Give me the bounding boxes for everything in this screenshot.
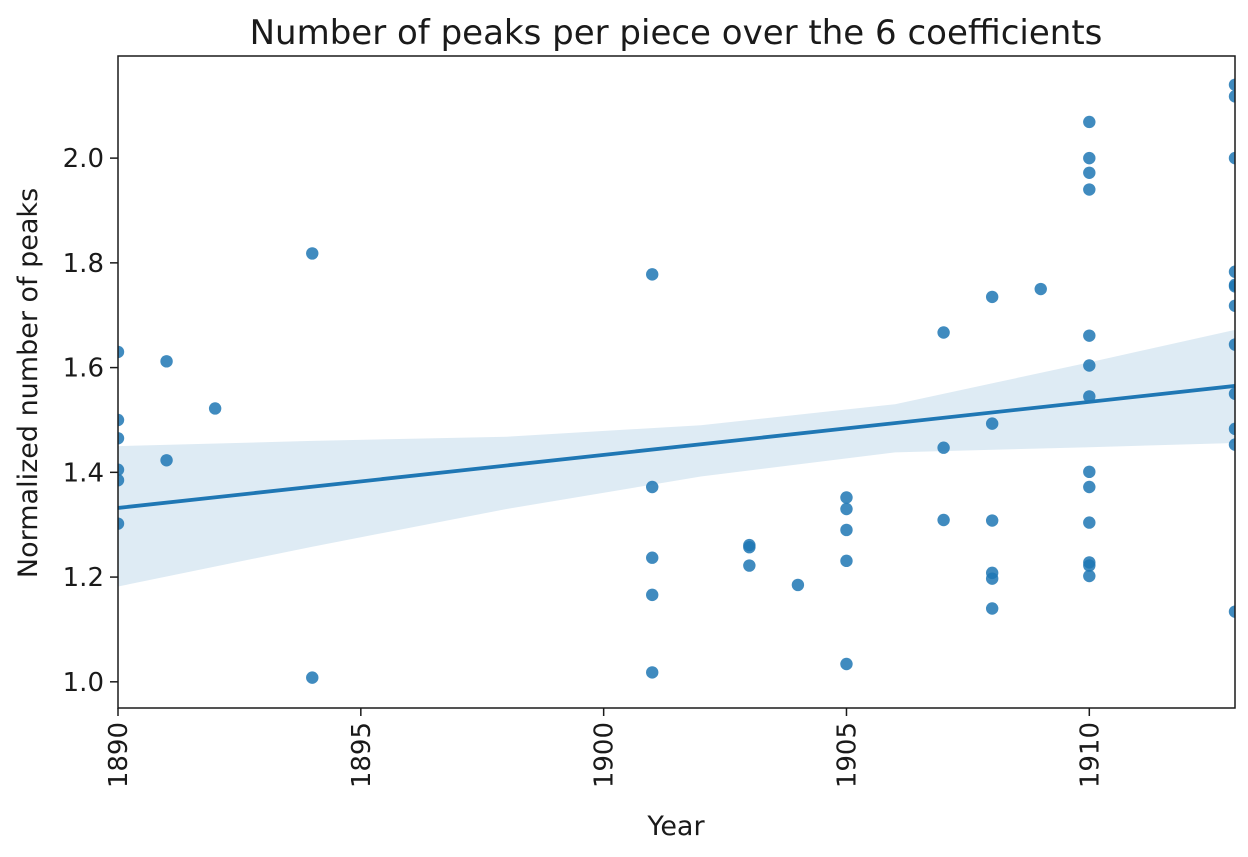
- scatter-point: [743, 559, 756, 572]
- scatter-point: [646, 268, 659, 281]
- y-tick-label: 2.0: [63, 144, 104, 174]
- scatter-point: [160, 454, 173, 467]
- scatter-point: [118, 517, 125, 530]
- scatter-point: [118, 413, 125, 427]
- x-axis-label: Year: [646, 811, 705, 842]
- scatter-point: [1228, 422, 1235, 436]
- scatter-point: [840, 657, 853, 671]
- x-tick-label: 1900: [590, 722, 620, 788]
- scatter-point: [1083, 390, 1096, 403]
- scatter-point: [1083, 516, 1096, 529]
- scatter-point: [118, 432, 125, 445]
- y-axis-label: Normalized number of peaks: [13, 188, 44, 578]
- x-tick-label: 1910: [1075, 722, 1105, 788]
- scatter-point: [1083, 166, 1096, 179]
- confidence-band: [118, 329, 1235, 587]
- scatter-point: [118, 473, 125, 487]
- scatter-point: [985, 602, 999, 615]
- scatter-point: [646, 666, 659, 679]
- scatter-point: [208, 402, 222, 415]
- plot-area: 1890 1895 1900 1905 1910 1.0 1.2 1.4 1.6 1.8 2.0: [63, 55, 1236, 788]
- scatter-point: [840, 502, 853, 516]
- plot-frame: [117, 55, 1236, 709]
- chart-title: Number of peaks per piece over the 6 coe…: [250, 13, 1103, 53]
- scatter-point: [840, 554, 853, 568]
- y-tick-label: 1.4: [63, 458, 104, 488]
- y-tick-label: 1.8: [63, 249, 104, 279]
- scatter-point: [1228, 299, 1235, 313]
- scatter-point: [1083, 329, 1096, 342]
- scatter-point: [1083, 151, 1096, 165]
- scatter-point: [743, 541, 756, 554]
- scatter-point: [1228, 265, 1235, 278]
- scatter-point: [1228, 151, 1235, 165]
- scatter-point: [1228, 90, 1235, 103]
- scatter-point: [985, 514, 999, 527]
- scatter-point: [118, 463, 125, 476]
- scatter-point: [1083, 115, 1096, 129]
- scatter-point: [840, 523, 853, 537]
- scatter-point: [160, 355, 173, 368]
- y-tick-label: 1.2: [63, 563, 104, 593]
- scatter-point: [1228, 78, 1235, 92]
- scatter-point: [937, 441, 950, 454]
- scatter-points: [118, 78, 1235, 684]
- scatter-point: [985, 572, 999, 585]
- scatter-point: [937, 513, 950, 527]
- scatter-point: [1228, 605, 1235, 618]
- scatter-point: [646, 480, 659, 494]
- y-tick-label: 1.0: [63, 668, 104, 698]
- scatter-point: [1083, 183, 1096, 196]
- regression-line: [118, 384, 1235, 510]
- x-tick-label: 1890: [104, 722, 134, 788]
- scatter-point: [1228, 387, 1235, 400]
- scatter-point: [1083, 465, 1096, 479]
- scatter-point: [985, 290, 999, 304]
- scatter-point: [1228, 438, 1235, 451]
- scatter-point: [646, 588, 659, 602]
- scatter-point: [937, 326, 950, 339]
- scatter-point: [1228, 338, 1235, 351]
- scatter-point: [791, 578, 805, 592]
- y-tick-label: 1.6: [63, 354, 104, 384]
- scatter-point: [306, 671, 319, 684]
- scatter-point: [1228, 280, 1235, 293]
- scatter-point: [646, 551, 659, 564]
- scatter-point: [840, 491, 853, 504]
- scatter-point: [1034, 282, 1047, 296]
- scatter-point: [1083, 359, 1096, 372]
- x-tick-label: 1905: [832, 722, 862, 788]
- scatter-point: [1083, 559, 1096, 572]
- x-tick-label: 1895: [347, 722, 377, 788]
- scatter-point: [118, 345, 125, 359]
- scatter-point: [985, 417, 999, 430]
- scatter-point: [1083, 480, 1096, 494]
- scatter-point: [1083, 569, 1096, 583]
- scatter-point: [306, 247, 319, 260]
